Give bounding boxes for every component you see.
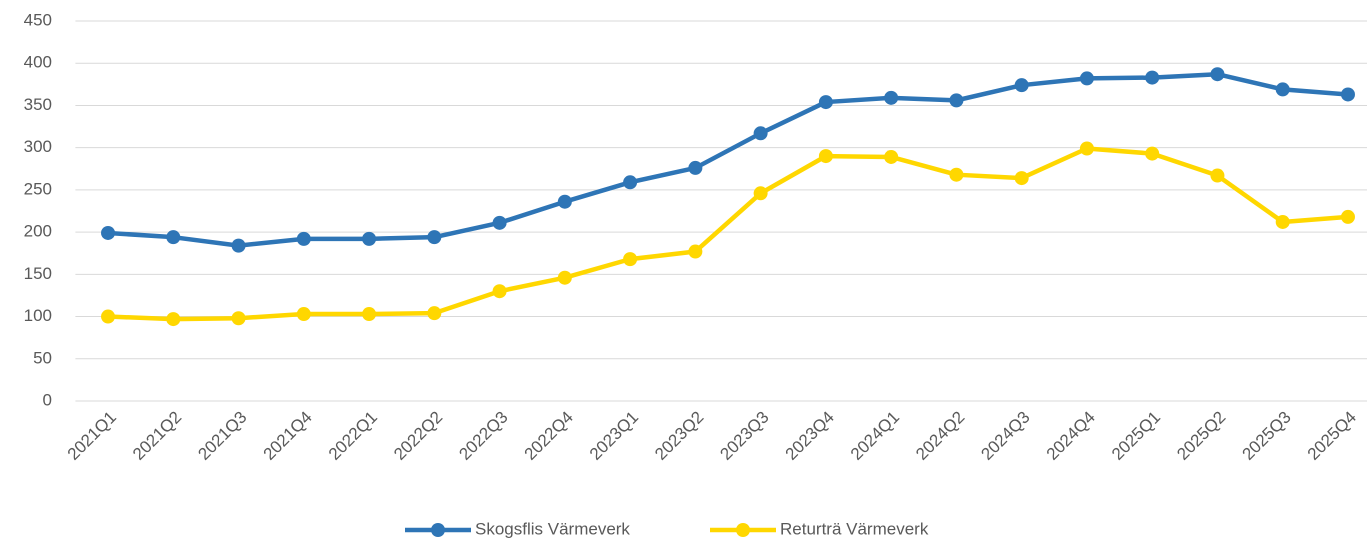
x-tick-label: 2022Q4 (521, 408, 577, 464)
x-tick-label: 2021Q1 (64, 408, 120, 464)
data-point (884, 90, 899, 105)
y-tick-label: 100 (24, 306, 52, 325)
data-point (1145, 146, 1160, 161)
data-point (1340, 209, 1355, 224)
data-point (231, 238, 246, 253)
x-tick-label: 2024Q4 (1043, 408, 1099, 464)
data-point (362, 307, 377, 322)
legend-marker (736, 523, 750, 537)
data-point (1079, 71, 1094, 86)
data-point (949, 167, 964, 182)
x-tick-label: 2023Q3 (716, 408, 772, 464)
y-tick-label: 450 (24, 10, 52, 29)
x-tick-label: 2022Q1 (325, 408, 381, 464)
data-point (623, 175, 638, 190)
series-line (107, 71, 1349, 248)
data-point (166, 230, 181, 245)
legend-label: Returträ Värmeverk (780, 519, 929, 538)
y-tick-label: 50 (33, 348, 52, 367)
x-tick-label: 2025Q1 (1108, 408, 1164, 464)
data-point (427, 306, 442, 321)
data-point (688, 160, 703, 175)
data-point (884, 149, 899, 164)
data-point (557, 270, 572, 285)
data-point (1145, 70, 1160, 85)
data-point (231, 311, 246, 326)
data-point (818, 149, 833, 164)
x-tick-label: 2024Q2 (912, 408, 968, 464)
y-tick-label: 250 (24, 179, 52, 198)
data-point (1210, 67, 1225, 82)
y-tick-label: 150 (24, 264, 52, 283)
data-point (753, 186, 768, 201)
data-point (818, 95, 833, 110)
data-point (1340, 87, 1355, 102)
data-point (492, 215, 507, 230)
y-tick-label: 350 (24, 95, 52, 114)
y-tick-label: 0 (43, 390, 52, 409)
y-tick-label: 300 (24, 137, 52, 156)
data-point (296, 231, 311, 246)
x-tick-label: 2021Q2 (129, 408, 185, 464)
x-tick-label: 2024Q1 (847, 408, 903, 464)
x-tick-label: 2022Q2 (390, 408, 446, 464)
data-point (1275, 82, 1290, 97)
data-point (492, 284, 507, 299)
data-point (1014, 171, 1029, 186)
data-point (623, 252, 638, 267)
series-line (107, 146, 1349, 322)
data-point (1275, 214, 1290, 229)
x-tick-label: 2023Q1 (586, 408, 642, 464)
data-point (427, 230, 442, 245)
data-point (949, 93, 964, 108)
data-point (753, 126, 768, 141)
x-tick-label: 2022Q3 (455, 408, 511, 464)
data-point (1014, 78, 1029, 93)
data-point (1210, 168, 1225, 183)
data-point (101, 225, 116, 240)
x-tick-label: 2025Q4 (1304, 408, 1360, 464)
x-tick-label: 2025Q3 (1238, 408, 1294, 464)
data-point (557, 194, 572, 209)
data-point (688, 244, 703, 259)
legend-label: Skogsflis Värmeverk (475, 519, 630, 538)
data-point (1079, 141, 1094, 156)
x-tick-label: 2025Q2 (1173, 408, 1229, 464)
data-point (296, 307, 311, 322)
x-tick-label: 2024Q3 (977, 408, 1033, 464)
x-tick-label: 2023Q2 (651, 408, 707, 464)
x-tick-label: 2023Q4 (782, 408, 838, 464)
x-tick-label: 2021Q4 (260, 408, 316, 464)
x-tick-label: 2021Q3 (194, 408, 250, 464)
y-tick-label: 200 (24, 222, 52, 241)
legend-marker (431, 523, 445, 537)
y-tick-label: 400 (24, 53, 52, 72)
data-point (101, 309, 116, 324)
data-point (166, 312, 181, 327)
data-point (362, 231, 377, 246)
